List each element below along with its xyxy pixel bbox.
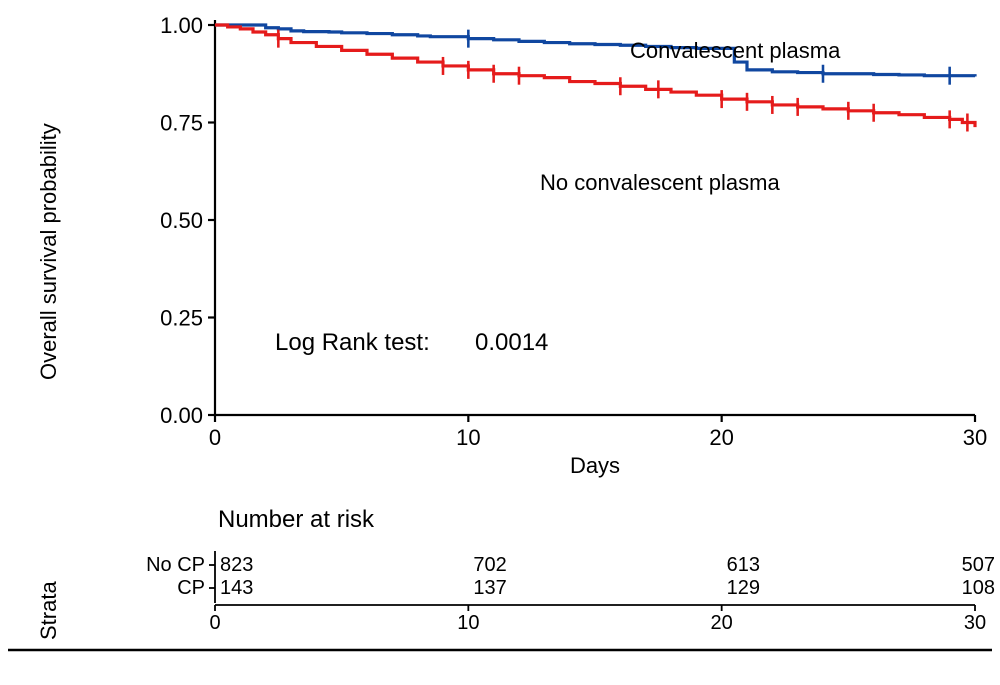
km-curve-no-cp xyxy=(215,25,975,127)
risk-table-title: Number at risk xyxy=(218,506,375,533)
risk-cell: 108 xyxy=(962,577,995,599)
risk-cell: 702 xyxy=(473,554,506,576)
series-label: Convalescent plasma xyxy=(630,38,841,63)
risk-cell: 823 xyxy=(220,554,253,576)
risk-cell: 137 xyxy=(473,577,506,599)
series-label: No convalescent plasma xyxy=(540,170,780,195)
y-tick-label: 0.50 xyxy=(160,208,203,233)
x-tick-label: 10 xyxy=(456,425,480,450)
risk-cell: 613 xyxy=(727,554,760,576)
risk-xtick-label: 10 xyxy=(457,612,479,634)
km-curve-cp xyxy=(215,25,975,76)
x-axis-label: Days xyxy=(570,453,620,478)
risk-cell: 129 xyxy=(727,577,760,599)
y-tick-label: 0.25 xyxy=(160,306,203,331)
risk-cell: 143 xyxy=(220,577,253,599)
risk-xtick-label: 30 xyxy=(964,612,986,634)
risk-table-ylabel: Strata xyxy=(36,581,62,640)
y-axis-label: Overall survival probability xyxy=(36,123,62,380)
km-survival-chart: 0.00 0.25 0.50 0.75 1.00 0 10 20 30 Days Convalesc… xyxy=(0,0,1000,680)
logrank-value: 0.0014 xyxy=(475,329,548,356)
logrank-label: Log Rank test: xyxy=(275,329,430,356)
y-tick-label: 0.75 xyxy=(160,111,203,136)
x-tick-label: 30 xyxy=(963,425,987,450)
risk-xtick-label: 20 xyxy=(711,612,733,634)
risk-xtick-label: 0 xyxy=(209,612,220,634)
y-tick-label: 0.00 xyxy=(160,403,203,428)
x-tick-label: 0 xyxy=(209,425,221,450)
risk-row-label: CP xyxy=(177,577,205,599)
risk-cell: 507 xyxy=(962,554,995,576)
risk-row-label: No CP xyxy=(146,554,205,576)
x-tick-label: 20 xyxy=(709,425,733,450)
y-tick-label: 1.00 xyxy=(160,13,203,38)
